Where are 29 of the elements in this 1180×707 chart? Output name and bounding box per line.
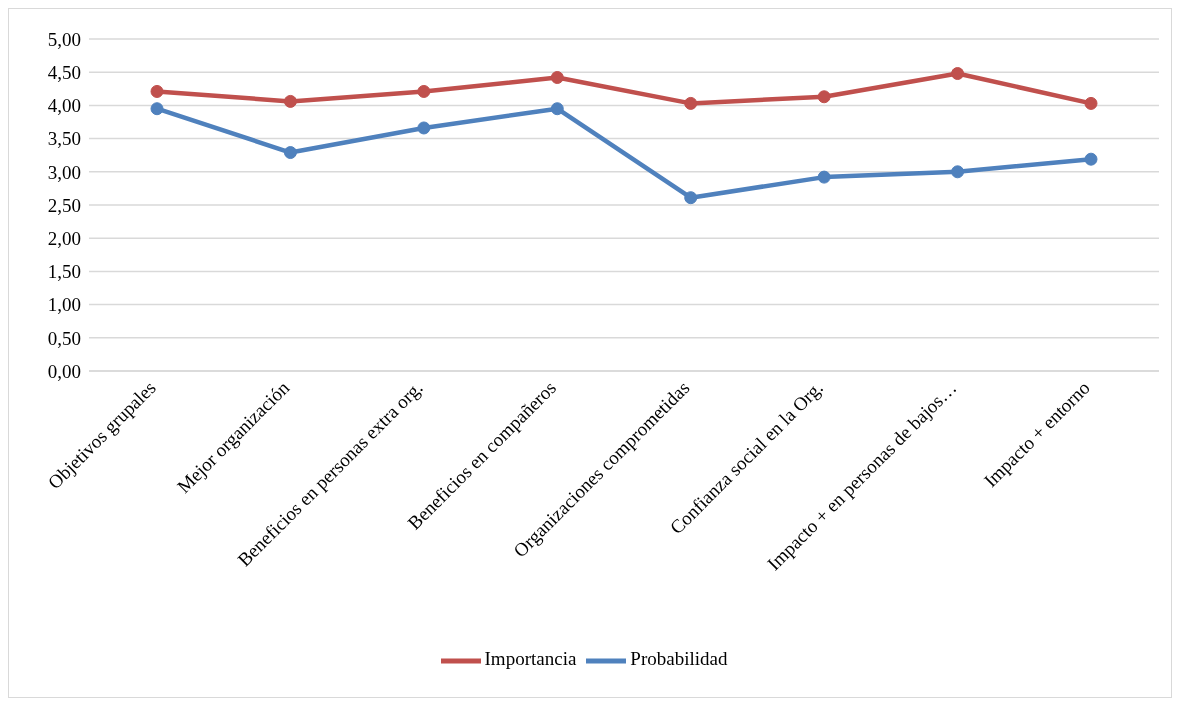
point [684, 191, 698, 205]
point [684, 96, 698, 110]
y-tick-label: 2,00 [47, 227, 81, 249]
point [550, 71, 564, 85]
y-tick-label: 4,50 [47, 61, 81, 83]
point [817, 170, 831, 184]
point [417, 121, 431, 135]
point [283, 146, 297, 160]
point [1084, 96, 1098, 110]
y-tick-label: 1,00 [47, 294, 81, 316]
point [150, 102, 164, 116]
y-tick-label: 0,50 [47, 327, 81, 349]
y-tick-label: 3,50 [47, 128, 81, 150]
point [951, 165, 965, 179]
point [951, 67, 965, 81]
point [550, 102, 564, 116]
y-tick-label: 1,50 [47, 261, 81, 283]
y-tick-label: 0,00 [47, 360, 81, 382]
legend-label: Importancia [484, 648, 577, 670]
legend-label: Probabilidad [630, 648, 728, 670]
point [417, 84, 431, 98]
point [150, 84, 164, 98]
point [283, 94, 297, 108]
y-tick-label: 2,50 [47, 194, 81, 216]
y-tick-label: 5,00 [47, 28, 81, 50]
y-tick-label: 4,00 [47, 95, 81, 117]
y-tick-label: 3,00 [47, 161, 81, 183]
point [1084, 152, 1098, 166]
point [817, 90, 831, 104]
